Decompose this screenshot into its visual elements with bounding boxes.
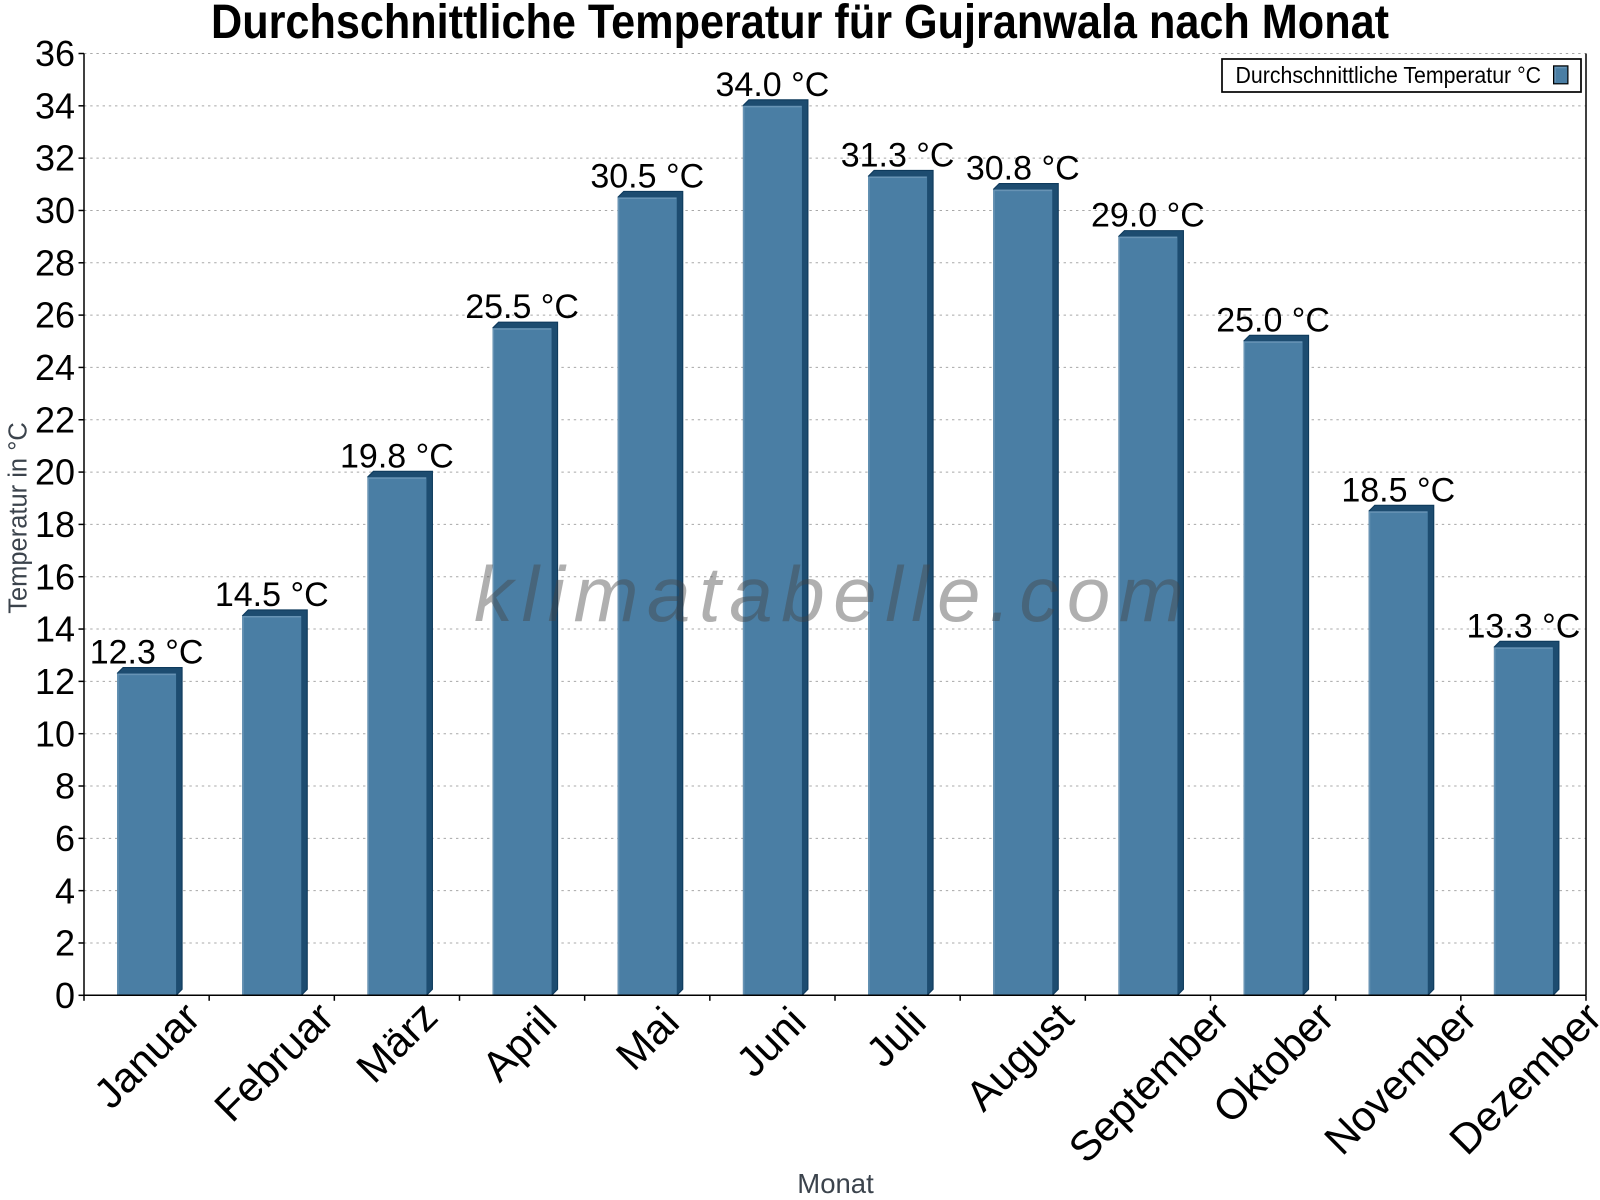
svg-text:Januar: Januar — [85, 993, 209, 1117]
svg-text:8: 8 — [55, 766, 75, 807]
svg-text:28: 28 — [35, 242, 75, 283]
svg-text:25.0 °C: 25.0 °C — [1216, 301, 1330, 339]
svg-text:30.8 °C: 30.8 °C — [966, 150, 1080, 188]
svg-text:August: August — [957, 994, 1083, 1120]
svg-text:26: 26 — [35, 295, 75, 336]
svg-text:18: 18 — [35, 504, 75, 545]
svg-text:30.5 °C: 30.5 °C — [590, 157, 704, 195]
svg-text:Mai: Mai — [607, 998, 688, 1079]
svg-text:19.8 °C: 19.8 °C — [340, 437, 454, 475]
svg-text:14.5 °C: 14.5 °C — [215, 576, 329, 614]
svg-text:klimatabelle.com: klimatabelle.com — [474, 550, 1193, 638]
svg-text:April: April — [473, 997, 566, 1090]
svg-text:25.5 °C: 25.5 °C — [465, 288, 579, 326]
svg-text:18.5 °C: 18.5 °C — [1341, 471, 1455, 509]
svg-text:Februar: Februar — [205, 993, 342, 1130]
svg-text:4: 4 — [55, 870, 75, 911]
svg-text:6: 6 — [55, 818, 75, 859]
svg-text:Juni: Juni — [727, 998, 815, 1086]
svg-text:Durchschnittliche Temperatur f: Durchschnittliche Temperatur für Gujranw… — [211, 0, 1389, 49]
svg-text:24: 24 — [35, 347, 75, 388]
svg-text:14: 14 — [35, 609, 75, 650]
svg-text:36: 36 — [35, 33, 75, 74]
svg-text:30: 30 — [35, 190, 75, 231]
svg-text:10: 10 — [35, 713, 75, 754]
svg-text:September: September — [1059, 993, 1238, 1172]
svg-text:20: 20 — [35, 452, 75, 493]
svg-text:2: 2 — [55, 923, 75, 964]
svg-text:12: 12 — [35, 661, 75, 702]
svg-text:Temperatur in °C: Temperatur in °C — [5, 422, 33, 614]
svg-text:29.0 °C: 29.0 °C — [1091, 197, 1205, 235]
svg-text:32: 32 — [35, 138, 75, 179]
svg-text:Monat: Monat — [797, 1168, 874, 1199]
svg-text:12.3 °C: 12.3 °C — [90, 634, 204, 672]
svg-text:0: 0 — [55, 975, 75, 1016]
svg-text:22: 22 — [35, 399, 75, 440]
svg-text:31.3 °C: 31.3 °C — [841, 136, 955, 174]
svg-text:16: 16 — [35, 556, 75, 597]
svg-text:Durchschnittliche Temperatur °: Durchschnittliche Temperatur °C — [1236, 62, 1542, 88]
svg-text:März: März — [347, 992, 446, 1091]
svg-text:13.3 °C: 13.3 °C — [1467, 607, 1581, 645]
svg-text:34.0 °C: 34.0 °C — [716, 66, 830, 104]
svg-text:34: 34 — [35, 85, 75, 126]
svg-text:Juli: Juli — [857, 998, 935, 1076]
